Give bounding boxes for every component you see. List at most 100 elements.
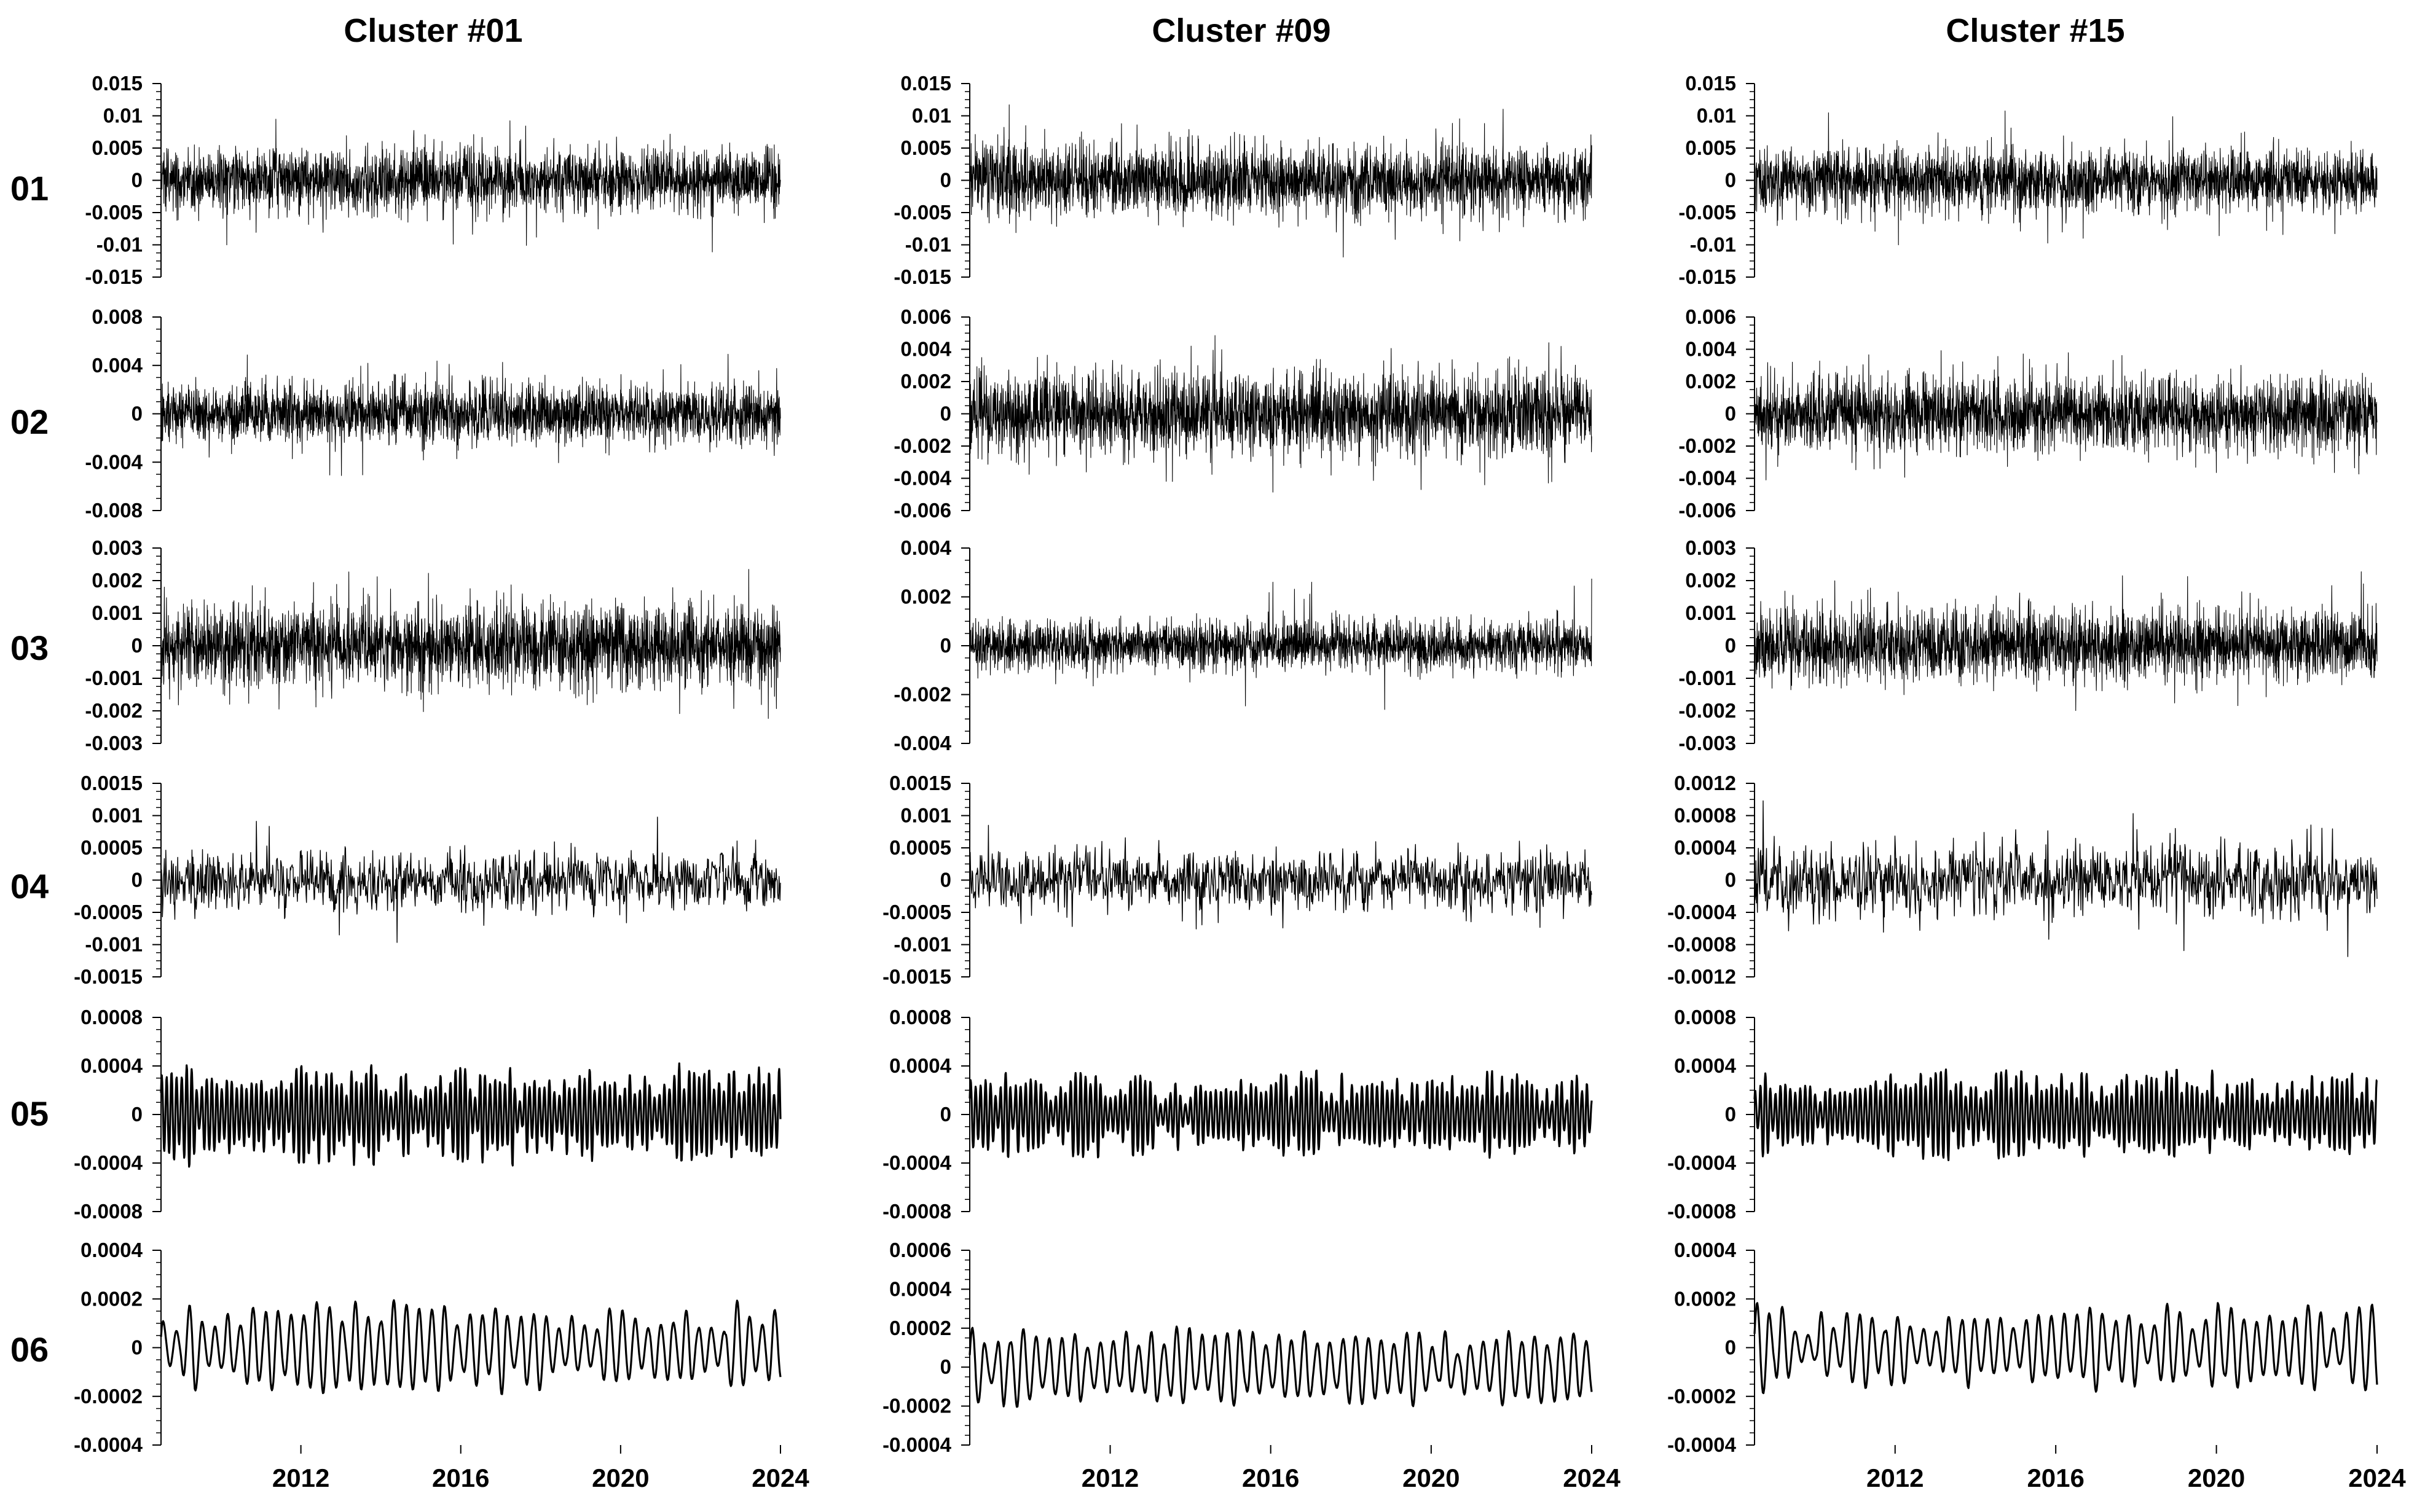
column-title-cluster-01: Cluster #01: [344, 12, 522, 49]
series-line: [969, 1325, 1593, 1408]
panel-r06-c2: 0.0006 0.0004 0.0002 0 -0.0002 -0.0004: [882, 1239, 1593, 1456]
y-tick-label: 0.0004: [1674, 1054, 1737, 1077]
y-tick-label: -0.002: [1678, 434, 1736, 457]
y-tick-label: -0.0004: [74, 1151, 143, 1174]
panels-layer: 0.0150.010.0050-0.005-0.01-0.0150.0150.0…: [74, 72, 2378, 1456]
y-tick-label: 0.004: [900, 338, 951, 361]
y-tick-label: 0: [1725, 1336, 1736, 1359]
x-tick-label-2024: 2024: [752, 1463, 809, 1492]
y-tick-label: -0.001: [894, 933, 951, 956]
series-line: [160, 119, 781, 253]
y-tick-label: -0.003: [1678, 732, 1736, 754]
y-tick-label: -0.0004: [1667, 901, 1737, 923]
y-tick-label: 0.002: [92, 569, 143, 592]
y-tick-label: 0: [132, 402, 143, 425]
panel-r05-c1: 0.0008 0.0004 0 -0.0004 -0.0008: [74, 1006, 782, 1223]
y-tick-label: -0.002: [85, 699, 143, 722]
x-tick-label-2020: 2020: [592, 1463, 649, 1492]
x-tick-label-2020: 2020: [2188, 1463, 2245, 1492]
y-tick-label: -0.0002: [1667, 1385, 1736, 1408]
x-tick-label-2016: 2016: [432, 1463, 489, 1492]
y-tick-label: -0.0008: [74, 1200, 143, 1223]
y-tick-label: 0.015: [1685, 72, 1736, 95]
y-tick-label: -0.003: [85, 732, 143, 754]
y-tick-label: -0.0008: [882, 1200, 951, 1223]
x-tick-label-2016: 2016: [2027, 1463, 2084, 1492]
panel-r05-c2: 0.0008 0.0004 0 -0.0004 -0.0008: [882, 1006, 1593, 1223]
y-tick-label: 0.0012: [1674, 772, 1736, 794]
x-tick-label-2012: 2012: [1082, 1463, 1139, 1492]
panel-r01-c3: 0.015 0.01 0.005 0 -0.005 -0.01 -0.015: [1678, 72, 2378, 288]
y-tick-label: 0.002: [900, 370, 951, 393]
y-tick-label: -0.006: [894, 499, 951, 522]
y-tick-label: -0.004: [894, 467, 951, 490]
y-tick-label: -0.015: [85, 265, 143, 288]
y-tick-label: 0.0008: [81, 1006, 143, 1028]
series-line: [969, 104, 1592, 258]
y-tick-label: 0.006: [900, 305, 951, 328]
y-tick-label: 0: [940, 634, 951, 657]
y-tick-label: 0.0004: [1674, 836, 1737, 859]
row-label-06: 06: [10, 1330, 49, 1369]
y-tick-label: 0: [132, 1336, 143, 1359]
x-tick-label-2024: 2024: [2348, 1463, 2406, 1492]
x-tick-label-2016: 2016: [1242, 1463, 1299, 1492]
y-tick-label: 0: [1725, 402, 1736, 425]
y-tick-label: 0.015: [900, 72, 951, 95]
y-tick-label: 0.003: [92, 536, 143, 559]
y-tick-label: -0.0005: [74, 901, 143, 923]
y-tick-label: -0.0008: [1667, 933, 1736, 956]
y-tick-label: 0.0008: [1674, 804, 1736, 827]
y-tick-label: -0.002: [1678, 699, 1736, 722]
y-tick-label: -0.01: [96, 233, 143, 256]
y-tick-label: 0.002: [1685, 370, 1736, 393]
y-tick-label: 0.015: [92, 72, 143, 95]
x-tick-label-2012: 2012: [1866, 1463, 1924, 1492]
panel-r04-c3: 0.0012 0.0008 0.0004 0 -0.0004 -0.0008 -0.0012: [1667, 772, 2378, 988]
y-tick-label: 0.0004: [889, 1054, 952, 1077]
y-tick-label: 0: [132, 169, 143, 192]
panel-r03-c3: 0.003 0.002 0.001 0 -0.001 -0.002 -0.003: [1678, 536, 2378, 754]
y-tick-label: 0: [940, 1103, 951, 1126]
series-line: [969, 825, 1592, 930]
y-tick-label: -0.0012: [1667, 965, 1736, 988]
column-title-cluster-09: Cluster #09: [1152, 12, 1330, 49]
panel-r03-c2: 0.004 0.002 0 -0.002 -0.004: [894, 536, 1592, 754]
y-tick-label: 0: [1725, 869, 1736, 891]
y-tick-label: -0.001: [85, 933, 143, 956]
series-line: [160, 1299, 782, 1395]
y-tick-label: 0: [132, 634, 143, 657]
y-tick-label: -0.0015: [882, 965, 951, 988]
panel-r01-c1: 0.015 0.01 0.005 0 -0.005 -0.01 -0.015: [85, 72, 781, 288]
panel-r05-c3: 0.0008 0.0004 0 -0.0004 -0.0008: [1667, 1006, 2378, 1223]
x-axis-labels-layer: 2012 2016 2020 2024 2012 2016 2020 2024 2012 2016…: [272, 1445, 2406, 1492]
series-line: [969, 335, 1592, 493]
panel-r06-c3: 0.0004 0.0002 0 -0.0002 -0.0004: [1667, 1239, 2378, 1456]
y-tick-label: 0.0002: [81, 1287, 143, 1310]
y-tick-label: 0.01: [912, 104, 951, 127]
series-line: [969, 578, 1592, 710]
y-tick-label: -0.015: [894, 265, 951, 288]
series-line: [1753, 1302, 2378, 1395]
y-tick-label: -0.005: [1678, 201, 1736, 224]
y-tick-label: 0: [132, 869, 143, 891]
y-tick-label: 0.0008: [1674, 1006, 1736, 1028]
row-label-05: 05: [10, 1094, 49, 1133]
y-tick-label: 0.008: [92, 305, 143, 328]
y-tick-label: -0.015: [1678, 265, 1736, 288]
y-tick-label: 0.005: [900, 136, 951, 159]
y-tick-label: -0.0004: [882, 1433, 952, 1456]
y-tick-label: 0: [132, 1103, 143, 1126]
y-tick-label: 0: [940, 169, 951, 192]
panel-r02-c2: 0.006 0.004 0.002 0 -0.002 -0.004 -0.006: [894, 305, 1592, 522]
y-tick-label: 0.006: [1685, 305, 1736, 328]
y-tick-label: 0.0006: [889, 1239, 951, 1261]
y-tick-label: 0.0004: [1674, 1239, 1737, 1261]
panel-r04-c2: 0.0015 0.001 0.0005 0 -0.0005 -0.001 -0.0015: [882, 772, 1592, 988]
y-tick-label: -0.001: [85, 667, 143, 689]
y-tick-label: -0.0015: [74, 965, 143, 988]
y-tick-label: -0.002: [894, 683, 951, 706]
y-tick-label: -0.004: [1678, 467, 1736, 490]
